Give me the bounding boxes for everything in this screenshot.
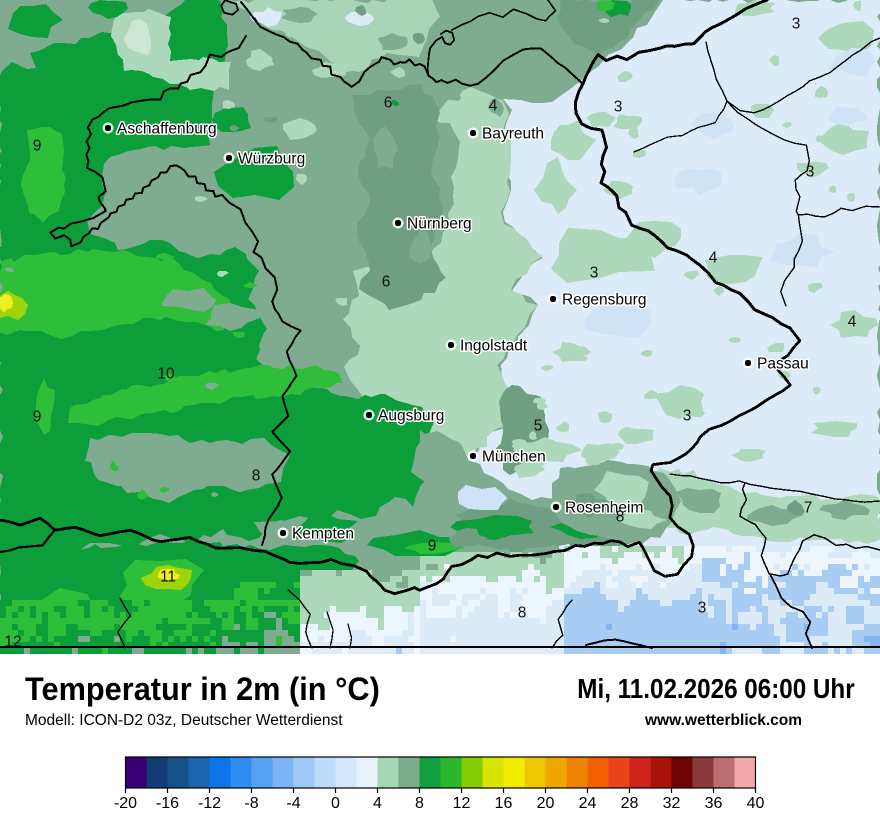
svg-text:München: München — [482, 449, 546, 466]
svg-text:12: 12 — [4, 634, 21, 651]
svg-text:6: 6 — [382, 274, 391, 291]
svg-text:24: 24 — [579, 795, 597, 812]
svg-text:3: 3 — [792, 16, 801, 33]
svg-text:-20: -20 — [114, 795, 137, 812]
svg-text:8: 8 — [415, 795, 424, 812]
svg-text:Würzburg: Würzburg — [238, 151, 305, 168]
svg-text:Bayreuth: Bayreuth — [482, 126, 544, 143]
svg-text:6: 6 — [384, 95, 393, 112]
svg-text:12: 12 — [453, 795, 471, 812]
svg-text:3: 3 — [806, 164, 815, 181]
svg-text:-16: -16 — [156, 795, 179, 812]
svg-text:9: 9 — [33, 409, 42, 426]
svg-text:0: 0 — [331, 795, 340, 812]
svg-text:5: 5 — [534, 418, 543, 435]
svg-text:10: 10 — [157, 366, 175, 383]
svg-text:7: 7 — [804, 500, 813, 517]
svg-text:Ingolstadt: Ingolstadt — [460, 338, 528, 355]
svg-text:11: 11 — [160, 569, 176, 586]
svg-text:Passau: Passau — [757, 356, 809, 373]
svg-text:20: 20 — [537, 795, 555, 812]
svg-text:-12: -12 — [198, 795, 221, 812]
svg-text:-4: -4 — [286, 795, 300, 812]
svg-text:Kempten: Kempten — [292, 526, 354, 543]
svg-text:32: 32 — [663, 795, 681, 812]
svg-text:4: 4 — [709, 250, 718, 267]
svg-text:16: 16 — [495, 795, 513, 812]
svg-text:40: 40 — [747, 795, 765, 812]
svg-text:4: 4 — [373, 795, 382, 812]
svg-text:3: 3 — [683, 408, 692, 425]
svg-text:3: 3 — [698, 600, 707, 617]
svg-text:3: 3 — [614, 99, 623, 116]
svg-text:4: 4 — [489, 98, 498, 115]
svg-text:36: 36 — [705, 795, 723, 812]
svg-text:Aschaffenburg: Aschaffenburg — [117, 121, 217, 138]
svg-text:8: 8 — [252, 468, 261, 485]
svg-text:8: 8 — [518, 605, 527, 622]
svg-text:-8: -8 — [244, 795, 258, 812]
svg-text:3: 3 — [590, 265, 599, 282]
svg-text:8: 8 — [616, 509, 625, 526]
svg-text:Rosenheim: Rosenheim — [565, 500, 643, 517]
svg-text:Augsburg: Augsburg — [378, 408, 444, 425]
svg-text:9: 9 — [428, 538, 437, 555]
svg-text:4: 4 — [848, 314, 857, 331]
svg-text:Nürnberg: Nürnberg — [407, 216, 472, 233]
svg-text:Regensburg: Regensburg — [562, 292, 646, 309]
svg-text:9: 9 — [33, 138, 42, 155]
svg-text:28: 28 — [621, 795, 639, 812]
